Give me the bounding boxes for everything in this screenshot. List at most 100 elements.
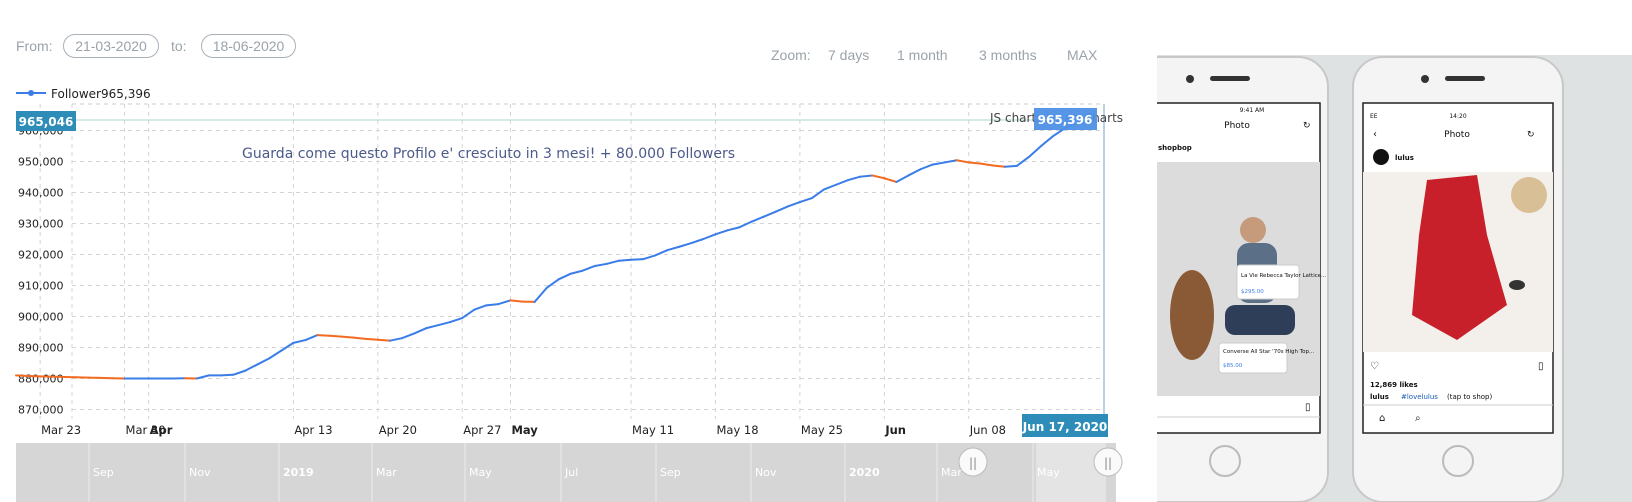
series-segment: [268, 349, 283, 360]
account-name: shopbop: [1158, 144, 1192, 152]
series-segment: [557, 272, 572, 281]
legend-series-value: 965,396: [101, 87, 151, 101]
series-segment: [955, 159, 970, 164]
series-segment: [871, 174, 886, 180]
lulus-avatar: [1373, 149, 1389, 165]
navigator-label: Sep: [93, 466, 114, 479]
series-segment: [835, 179, 850, 186]
photo-title: Photo: [1224, 121, 1250, 131]
series-segment: [425, 324, 440, 330]
x-tick-label: Mar 30: [126, 423, 166, 437]
speaker-icon: [1210, 76, 1250, 81]
product-tag-1: [1236, 264, 1300, 300]
like-icon: ♡: [1370, 361, 1379, 372]
series-segment: [232, 369, 247, 376]
navigator-handle-left[interactable]: ||: [958, 447, 988, 477]
navigator-label: Sep: [660, 466, 681, 479]
caption-user: lulus: [1370, 393, 1389, 401]
series-segment: [461, 308, 476, 320]
series-segment: [1003, 164, 1018, 168]
series-segment: [569, 269, 584, 275]
x-tick-label: Jun: [884, 423, 906, 437]
likes-count: 12,869 likes: [1370, 381, 1418, 389]
current-value-tag: 965,396: [1034, 108, 1097, 130]
camera-icon: [1186, 75, 1194, 83]
series-segment: [473, 304, 488, 311]
series-segment: [497, 299, 512, 306]
navigator[interactable]: Sep Nov 2019 Mar May Jul Sep Nov 2020 Mar May || |…: [16, 443, 1123, 502]
account-name: lulus: [1395, 154, 1414, 162]
series-segment: [618, 258, 633, 262]
svg-text:||: ||: [969, 456, 977, 470]
legend-dot-marker: [28, 90, 34, 96]
y-tick-label: 920,000: [18, 249, 64, 262]
series-segment: [823, 183, 838, 191]
navigator-label: 2020: [849, 466, 880, 479]
zoom-7-days-button[interactable]: 7 days: [828, 47, 870, 63]
chart-legend[interactable]: Follower 965,396: [16, 87, 151, 101]
svg-text:||: ||: [1104, 456, 1112, 470]
series-segment: [895, 174, 910, 183]
series-segment: [991, 164, 1006, 168]
phones-image: 9:41 AM ‹ Photo ↻ shopbop La Vie Rebecca…: [1157, 55, 1632, 502]
zoom-1-month-button[interactable]: 1 month: [897, 47, 948, 63]
series-segment: [859, 174, 874, 178]
zoom-label: Zoom:: [771, 47, 811, 63]
series-segment: [388, 337, 403, 342]
series-segment: [412, 327, 428, 335]
zoom-3-months-button[interactable]: 3 months: [979, 47, 1037, 63]
x-tick-label: Apr 20: [379, 423, 417, 437]
from-date-input[interactable]: 21-03-2020: [63, 34, 159, 58]
y-tick-label: 930,000: [18, 218, 64, 231]
current-value-tag-text: 965,396: [1038, 113, 1093, 127]
chart-annotation: Guarda come questo Profilo e' cresciuto …: [242, 146, 735, 162]
y-tick-label: 870,000: [18, 404, 64, 417]
y-tick-label: 880,000: [18, 373, 64, 386]
series-segment: [907, 168, 922, 177]
series-segment: [485, 303, 500, 307]
navigator-label: May: [469, 466, 492, 479]
navigator-selection: [1036, 443, 1106, 502]
to-date-input[interactable]: 18-06-2020: [201, 34, 296, 58]
y-axis-labels: 870,000 880,000 890,000 900,000 910,000 920,0…: [18, 125, 64, 417]
svg-text:Converse All Star '70s High To: Converse All Star '70s High Top...: [1223, 349, 1314, 355]
series-segment: [545, 278, 560, 289]
series-segment: [352, 336, 367, 340]
y-tick-label: 910,000: [18, 280, 64, 293]
navigator-labels: Sep Nov 2019 Mar May Jul Sep Nov 2020 Mar May: [88, 443, 1060, 502]
series-segment: [1015, 155, 1031, 167]
series-segment: [400, 332, 415, 340]
series-segment: [195, 374, 210, 380]
home-button: [1442, 445, 1474, 477]
navigator-label: Jul: [564, 466, 578, 479]
svg-text:$295.00: $295.00: [1241, 289, 1264, 295]
series-segment: [919, 163, 934, 171]
series-segment: [316, 334, 331, 337]
refresh-icon: ↻: [1527, 130, 1535, 140]
navigator-label: May: [1037, 466, 1060, 479]
current-date-tag: Jun 17, 2020: [1022, 414, 1108, 437]
x-tick-label: Jun 08: [969, 423, 1006, 437]
bookmark-icon: ▯: [1538, 361, 1544, 372]
follower-chart[interactable]: Follower 965,396 870,000 880,000 890,000 90…: [0, 0, 1157, 502]
home-icon: ⌂: [1379, 413, 1385, 424]
dog-shape: [1170, 270, 1214, 360]
status-time: 14:20: [1449, 113, 1466, 120]
series-segment: [304, 334, 319, 342]
camera-icon: [1421, 75, 1429, 83]
series-segment: [256, 357, 271, 366]
series-segment: [244, 363, 259, 372]
series-segment: [810, 188, 826, 200]
series-segment: [931, 161, 946, 166]
navigator-handle-right[interactable]: ||: [1093, 447, 1123, 477]
x-tick-label: Apr: [150, 423, 173, 437]
series-segment: [1028, 145, 1043, 158]
series-segment: [605, 259, 620, 265]
series-segment: [798, 197, 813, 204]
series-segment: [364, 337, 379, 341]
refresh-icon: ↻: [1303, 121, 1311, 131]
series-segment: [738, 220, 753, 229]
y-tick-label: 950,000: [18, 156, 64, 169]
zoom-max-button[interactable]: MAX: [1067, 47, 1098, 63]
